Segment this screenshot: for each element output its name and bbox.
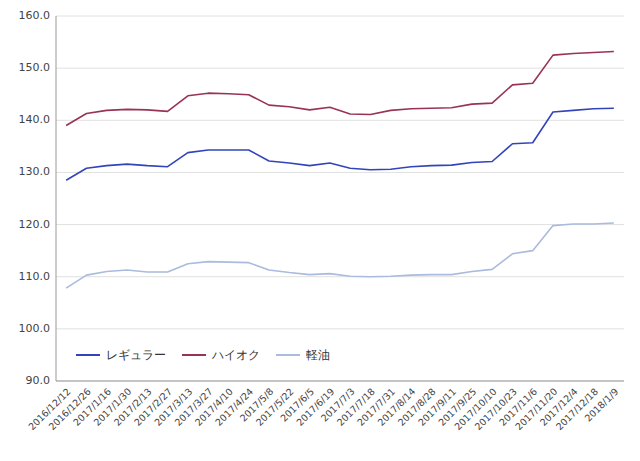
grid-line — [56, 328, 624, 329]
legend-swatch — [182, 354, 206, 356]
grid-line — [56, 224, 624, 225]
grid-line — [56, 276, 624, 277]
grid-line — [56, 16, 624, 17]
y-tick-label: 100.0 — [19, 322, 51, 335]
x-axis — [56, 381, 624, 382]
legend-label: ハイオク — [211, 348, 260, 362]
grid-line — [56, 172, 624, 173]
series-line — [66, 223, 614, 288]
legend-label: レギュラー — [106, 348, 166, 362]
y-axis — [56, 16, 57, 381]
y-tick-label: 150.0 — [19, 61, 51, 74]
y-tick-label: 90.0 — [26, 374, 51, 387]
legend-swatch — [276, 354, 300, 356]
grid-line — [56, 120, 624, 121]
series-line — [66, 108, 614, 180]
grid-line — [56, 381, 624, 382]
chart: 90.0 100.0 110.0 120.0 130.0 140.0 150.0 160.0 2… — [0, 0, 640, 461]
grid-line — [56, 68, 624, 69]
series-line — [66, 51, 614, 125]
y-tick-label: 140.0 — [19, 113, 51, 126]
legend-swatch — [76, 354, 100, 356]
legend: レギュラー ハイオク 軽油 — [76, 348, 330, 362]
legend-label: 軽油 — [306, 348, 330, 362]
y-tick-label: 160.0 — [19, 9, 51, 22]
x-tick-label: 2018/1/9 — [582, 386, 620, 424]
grid — [56, 16, 624, 381]
y-tick-label: 130.0 — [19, 165, 51, 178]
y-tick-label: 110.0 — [19, 270, 51, 283]
background — [0, 0, 640, 461]
lines — [66, 51, 614, 288]
y-tick-label: 120.0 — [19, 218, 51, 231]
